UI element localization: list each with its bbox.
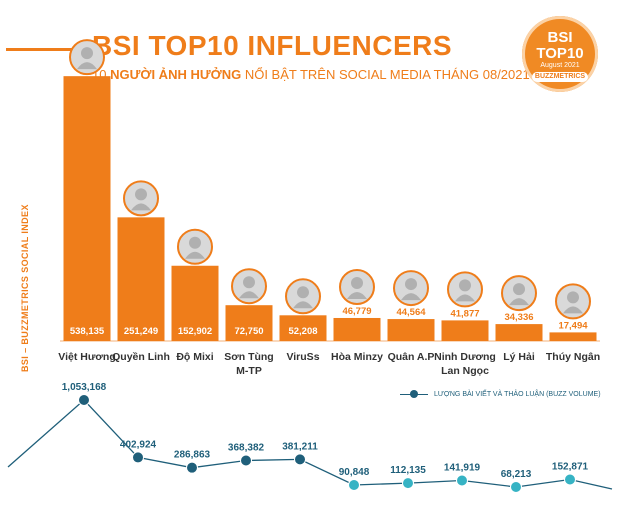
avatar-body-icon-2 bbox=[185, 251, 205, 259]
category-label-9-0: Thúy Ngân bbox=[546, 351, 600, 363]
avatar-head-icon-0 bbox=[81, 47, 93, 60]
chart-subtitle: 10 NGƯỜI ẢNH HƯỞNG NỔI BẬT TRÊN SOCIAL M… bbox=[92, 67, 530, 82]
badge-buzzmetrics-logo: BUZZMETRICS bbox=[532, 72, 588, 82]
subtitle-suffix: NỔI BẬT TRÊN SOCIAL MEDIA THÁNG 08/2021 bbox=[241, 67, 530, 82]
avatar-head-icon-2 bbox=[189, 236, 201, 249]
line-value-label-5: 90,848 bbox=[339, 467, 370, 478]
line-point-0 bbox=[78, 394, 90, 406]
category-label-6-0: Quân A.P bbox=[388, 351, 435, 363]
category-label-0-0: Việt Hương bbox=[58, 351, 115, 363]
line-point-8 bbox=[510, 481, 522, 493]
bar-value-label-3: 72,750 bbox=[234, 326, 263, 337]
avatar-body-icon-8 bbox=[509, 298, 529, 306]
bar-value-label-5: 46,779 bbox=[342, 306, 371, 317]
bar-4 bbox=[279, 315, 327, 341]
avatar-head-icon-7 bbox=[459, 279, 471, 292]
line-value-label-1: 402,924 bbox=[120, 439, 157, 450]
bar-8 bbox=[495, 324, 543, 341]
line-value-label-4: 381,211 bbox=[282, 441, 318, 452]
category-label-3-0: Sơn Tùng bbox=[224, 351, 273, 363]
avatar-head-icon-3 bbox=[243, 276, 255, 289]
line-value-label-9: 152,871 bbox=[552, 462, 589, 473]
legend-label: LƯỢNG BÀI VIẾT VÀ THẢO LUẬN (BUZZ VOLUME… bbox=[434, 390, 601, 398]
title-accent-line bbox=[6, 48, 84, 51]
bar-3 bbox=[225, 305, 273, 341]
avatar-head-icon-8 bbox=[513, 283, 525, 296]
bar-6 bbox=[387, 319, 435, 341]
bar-value-label-1: 251,249 bbox=[124, 326, 158, 337]
category-label-1-0: Quyền Linh bbox=[112, 351, 170, 363]
category-label-7-0: Ninh Dương bbox=[434, 351, 496, 363]
badge-top10: TOP10 bbox=[536, 45, 584, 62]
bar-value-label-9: 17,494 bbox=[558, 320, 588, 331]
line-value-label-0: 1,053,168 bbox=[62, 382, 107, 393]
line-point-3 bbox=[240, 454, 252, 467]
avatar-head-icon-4 bbox=[297, 286, 309, 299]
avatar-head-icon-6 bbox=[405, 278, 417, 291]
bar-7 bbox=[441, 320, 489, 341]
bar-value-label-2: 152,902 bbox=[178, 326, 212, 337]
avatar-body-icon-5 bbox=[347, 291, 367, 299]
legend-line-marker-icon bbox=[400, 390, 428, 398]
avatar-body-icon-0 bbox=[77, 62, 97, 70]
avatar-body-icon-7 bbox=[455, 294, 475, 302]
line-value-label-2: 286,863 bbox=[174, 450, 211, 461]
line-point-9 bbox=[564, 473, 576, 486]
avatar-body-icon-4 bbox=[293, 301, 313, 309]
avatar-body-icon-9 bbox=[563, 306, 583, 314]
bar-value-label-8: 34,336 bbox=[504, 312, 533, 323]
subtitle-highlight: NGƯỜI ẢNH HƯỞNG bbox=[110, 67, 242, 82]
line-point-1 bbox=[132, 451, 144, 464]
badge-bsi: BSI bbox=[547, 29, 573, 46]
buzz-volume-line bbox=[7, 399, 613, 490]
chart-title: BSI TOP10 INFLUENCERS bbox=[92, 30, 453, 61]
line-value-label-3: 368,382 bbox=[228, 442, 265, 453]
category-label-4-0: ViruSs bbox=[286, 351, 319, 363]
line-point-6 bbox=[402, 477, 414, 490]
avatar-body-icon-1 bbox=[131, 203, 151, 211]
category-label-3-1: M-TP bbox=[236, 365, 262, 377]
bsi-top10-badge: BSI TOP10 August 2021 BUZZMETRICS bbox=[522, 16, 598, 92]
bar-value-label-4: 52,208 bbox=[288, 326, 317, 337]
category-label-7-1: Lan Ngọc bbox=[441, 365, 489, 377]
line-point-7 bbox=[456, 474, 468, 487]
bar-value-label-7: 41,877 bbox=[450, 308, 479, 319]
line-value-label-8: 68,213 bbox=[501, 469, 532, 480]
category-label-2-0: Độ Mixi bbox=[176, 351, 213, 363]
avatar-head-icon-1 bbox=[135, 188, 147, 201]
bar-2 bbox=[171, 265, 219, 341]
bar-1 bbox=[117, 217, 165, 341]
line-point-4 bbox=[294, 453, 306, 466]
badge-month: August 2021 bbox=[540, 62, 580, 69]
avatar-body-icon-6 bbox=[401, 293, 421, 301]
line-value-label-7: 141,919 bbox=[444, 462, 481, 473]
line-point-2 bbox=[186, 461, 198, 474]
avatar-head-icon-5 bbox=[351, 276, 363, 289]
bar-9 bbox=[549, 332, 597, 341]
line-point-5 bbox=[348, 479, 360, 492]
bar-5 bbox=[333, 317, 381, 341]
avatar-body-icon-3 bbox=[239, 291, 259, 299]
category-label-8-0: Lý Hải bbox=[503, 351, 535, 363]
line-legend: LƯỢNG BÀI VIẾT VÀ THẢO LUẬN (BUZZ VOLUME… bbox=[400, 390, 601, 398]
bar-value-label-6: 44,564 bbox=[396, 307, 426, 318]
bar-value-label-0: 538,135 bbox=[70, 326, 105, 337]
category-label-5-0: Hòa Minzy bbox=[331, 351, 383, 363]
avatar-head-icon-9 bbox=[567, 291, 579, 304]
line-value-label-6: 112,135 bbox=[390, 465, 426, 476]
bar-0 bbox=[63, 76, 111, 341]
